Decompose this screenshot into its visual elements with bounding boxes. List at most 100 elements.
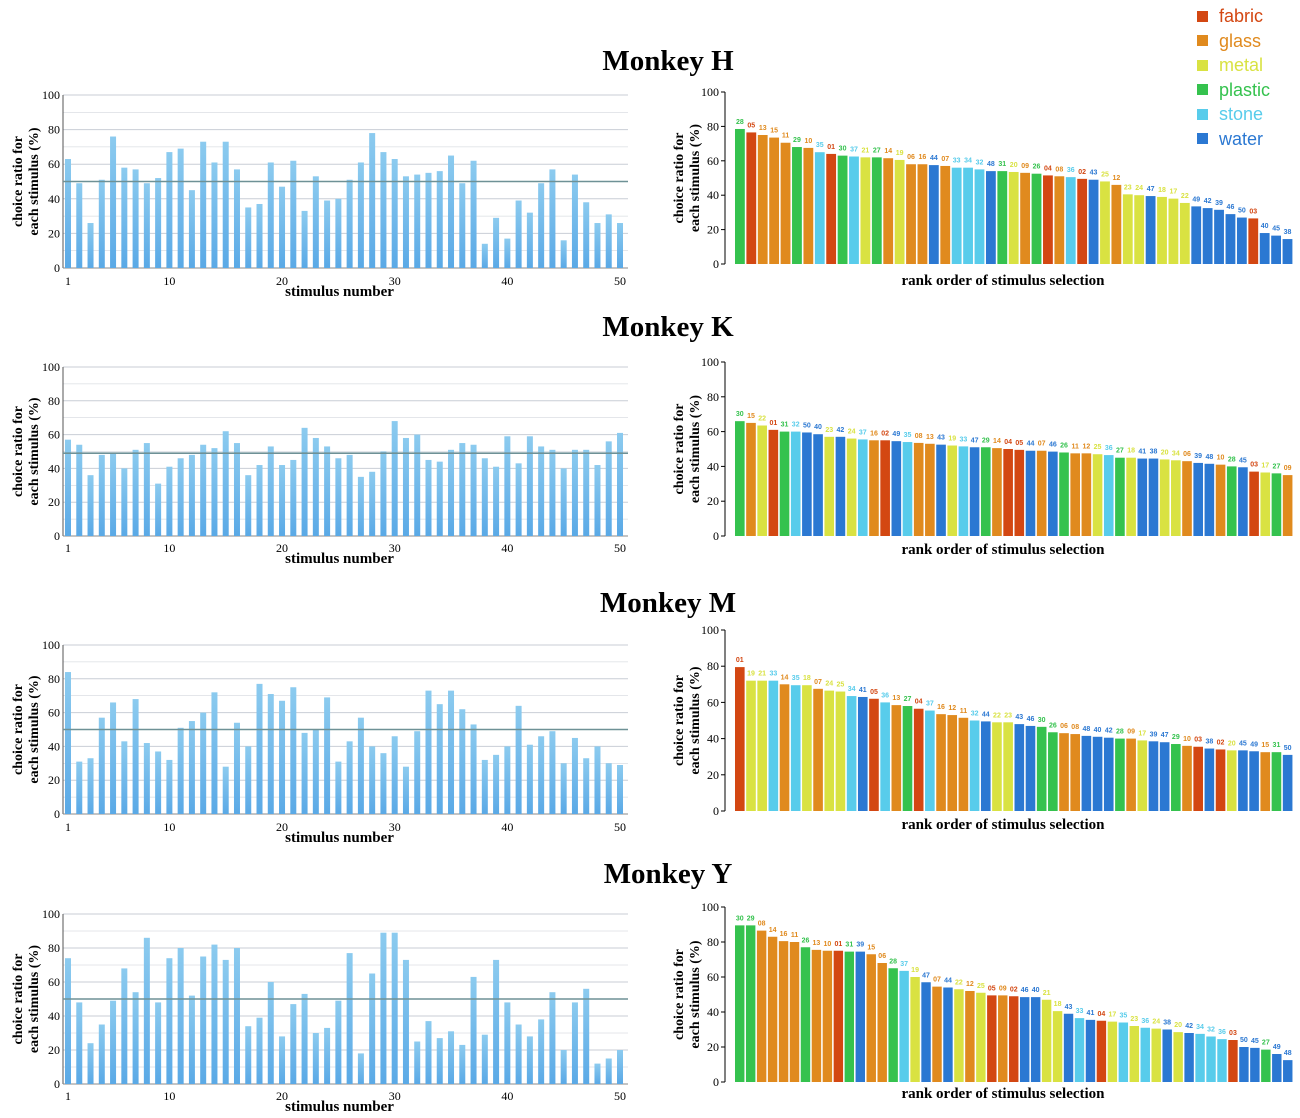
right-bar	[1215, 749, 1226, 811]
legend-swatch-plastic	[1197, 84, 1208, 96]
left-bar	[391, 421, 398, 536]
right-bar-data-label: 12	[948, 705, 956, 712]
right-y-tick-label: 20	[707, 494, 719, 508]
right-bar	[1092, 454, 1103, 536]
right-y-tick-label: 100	[701, 355, 719, 369]
right-bar	[1214, 209, 1224, 264]
left-x-tick-label: 10	[163, 1089, 175, 1103]
right-bar	[1014, 724, 1025, 811]
right-bar	[877, 963, 887, 1082]
right-bar-data-label: 10	[804, 138, 812, 145]
left-y-axis-title-line1: choice ratio for	[11, 954, 26, 1045]
right-bar	[1204, 463, 1215, 536]
right-bar	[1202, 208, 1213, 264]
right-bar-data-label: 11	[1072, 443, 1080, 450]
left-bar	[155, 751, 162, 814]
right-bar	[969, 447, 980, 536]
right-bar-data-label: 13	[759, 125, 767, 132]
right-bar	[1173, 1032, 1183, 1082]
right-bar	[1238, 467, 1248, 536]
right-bar-data-label: 34	[848, 686, 856, 693]
right-bar-data-label: 28	[736, 119, 744, 126]
left-bar	[211, 944, 218, 1084]
left-bar	[357, 476, 364, 536]
right-bar	[1226, 466, 1237, 536]
left-bar	[110, 453, 117, 536]
right-bar-data-label: 22	[758, 416, 766, 423]
right-bar	[1249, 751, 1259, 811]
right-bar-data-label: 38	[1205, 739, 1213, 746]
right-bar	[1122, 194, 1133, 264]
right-bar-data-label: 35	[904, 432, 912, 439]
left-bar	[380, 451, 387, 536]
right-bar	[1134, 195, 1145, 264]
left-bar	[538, 183, 545, 268]
left-bar	[132, 449, 139, 536]
right-bar	[1115, 457, 1125, 536]
left-bar	[346, 953, 353, 1084]
left-bar	[324, 446, 331, 536]
left-bar	[290, 1004, 297, 1084]
left-bar	[324, 200, 331, 268]
left-y-tick-label: 100	[42, 360, 60, 374]
left-bar	[515, 200, 522, 268]
right-bar	[1063, 1013, 1074, 1082]
right-bar-data-label: 22	[955, 979, 963, 986]
left-bar	[110, 1000, 117, 1084]
left-bar	[560, 1050, 567, 1084]
right-bar	[871, 157, 882, 264]
right-bar-data-label: 07	[941, 156, 949, 163]
right-bar	[1115, 738, 1125, 811]
right-bar-data-label: 25	[1094, 444, 1102, 451]
left-y-tick-label: 60	[48, 157, 60, 171]
right-bar-data-label: 18	[1158, 187, 1166, 194]
left-bar	[617, 223, 623, 268]
right-bar	[1025, 450, 1036, 536]
right-bar-data-label: 50	[803, 422, 811, 429]
left-bar	[549, 731, 556, 814]
right-bar	[1148, 458, 1159, 536]
right-bar-data-label: 28	[1116, 729, 1124, 736]
left-x-tick-label: 10	[163, 274, 175, 288]
right-bar-data-label: 04	[1098, 1011, 1106, 1018]
left-bar	[504, 1002, 511, 1084]
left-x-tick-label: 1	[65, 1089, 71, 1103]
right-bar-data-label: 31	[781, 422, 789, 429]
right-bar	[936, 444, 946, 536]
right-bar-data-label: 35	[792, 675, 800, 682]
right-bar-data-label: 29	[747, 915, 755, 922]
left-bar	[256, 203, 263, 268]
right-bar	[1249, 471, 1259, 536]
right-bar	[1070, 453, 1081, 536]
right-bar	[1184, 1033, 1194, 1082]
right-bar-data-label: 13	[926, 434, 934, 441]
left-bar	[369, 133, 376, 268]
right-bar-data-label: 03	[1249, 208, 1257, 215]
right-bar-data-label: 29	[793, 137, 801, 144]
right-bar-data-label: 40	[1261, 223, 1269, 230]
right-y-tick-label: 100	[701, 623, 719, 637]
left-y-tick-label: 80	[48, 941, 60, 955]
right-bar-data-label: 20	[1228, 740, 1236, 747]
left-bar	[76, 183, 83, 268]
right-y-tick-label: 40	[707, 459, 719, 473]
right-bar	[992, 722, 1002, 811]
left-bar	[346, 454, 353, 536]
left-bar	[605, 441, 612, 536]
right-bar-data-label: 31	[1273, 742, 1281, 749]
right-bar-data-label: 38	[1150, 449, 1158, 456]
left-bar	[312, 437, 319, 536]
left-bar	[65, 958, 71, 1084]
right-bar	[1260, 472, 1271, 536]
right-bar-data-label: 17	[1261, 462, 1269, 469]
right-bar	[880, 702, 890, 811]
left-bar	[425, 459, 432, 536]
right-bar	[790, 431, 801, 536]
left-bar	[166, 152, 173, 268]
right-bar	[1103, 455, 1114, 536]
left-x-tick-label: 30	[389, 820, 401, 834]
right-bar	[1157, 196, 1167, 264]
left-bar	[87, 758, 94, 814]
left-bar	[425, 172, 432, 268]
right-bar-data-label: 46	[1027, 716, 1035, 723]
